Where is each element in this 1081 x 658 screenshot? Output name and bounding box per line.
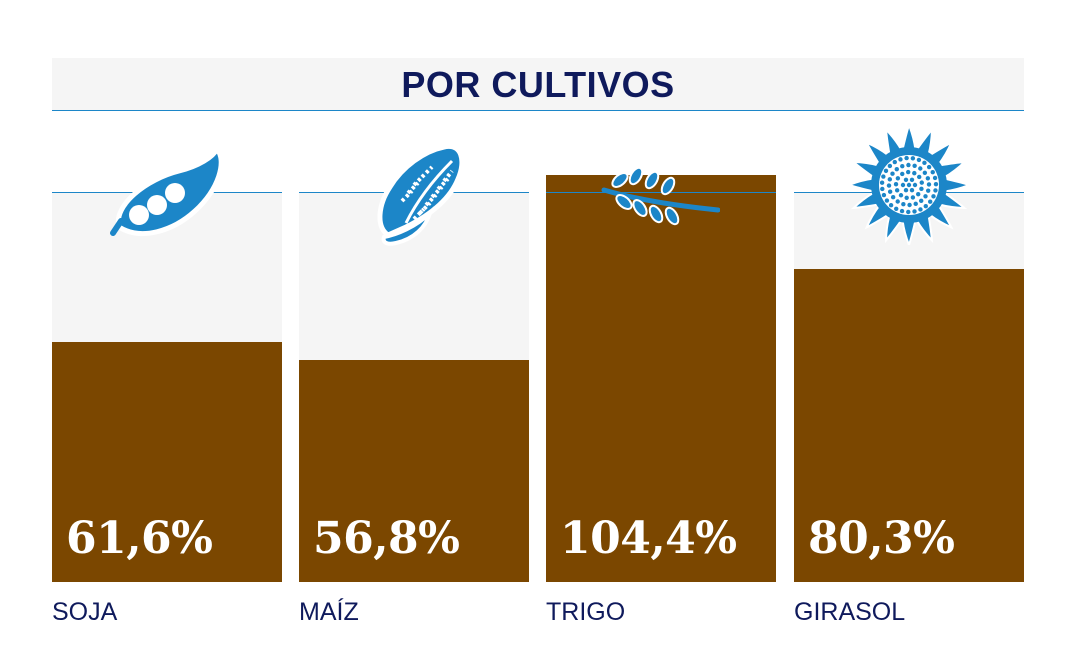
bar-maíz: 56,8% (299, 360, 529, 582)
bar-soja: 61,6% (52, 341, 282, 582)
category-label: MAÍZ (299, 598, 359, 626)
category-label: SOJA (52, 598, 118, 626)
value-label: 61,6% (66, 512, 213, 564)
title-band: POR CULTIVOS (52, 58, 1024, 111)
reference-line-100 (546, 192, 776, 193)
sunflower-icon (849, 125, 969, 245)
soybean-icon (103, 135, 223, 255)
category-label: GIRASOL (794, 598, 906, 626)
value-label: 80,3% (808, 512, 955, 564)
value-label: 104,4% (560, 512, 737, 564)
wheat-icon (600, 130, 720, 250)
category-label: TRIGO (546, 598, 626, 626)
chart-title: POR CULTIVOS (401, 64, 675, 105)
bar-girasol: 80,3% (794, 268, 1024, 582)
bar-trigo: 104,4% (546, 174, 776, 582)
corn-icon (358, 135, 478, 255)
value-label: 56,8% (313, 512, 460, 564)
